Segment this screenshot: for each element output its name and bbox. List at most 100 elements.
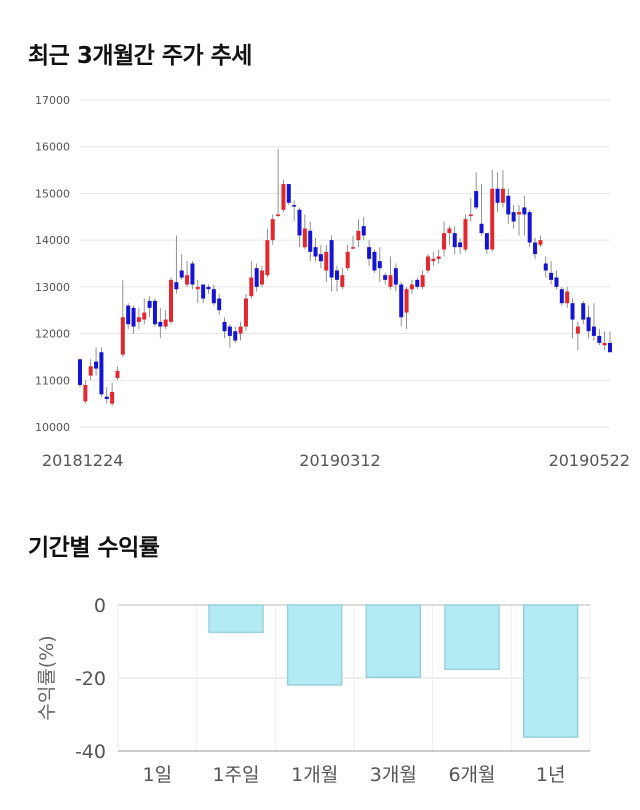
candle-body	[222, 321, 227, 332]
candle-body	[458, 242, 463, 248]
candle-body	[602, 342, 607, 346]
candle-body	[217, 298, 222, 311]
candle-body	[126, 305, 131, 325]
candle-body	[313, 247, 318, 257]
candle-body	[324, 251, 329, 271]
candle-body	[442, 233, 447, 250]
candle-body	[211, 289, 216, 304]
y-tick-label: 11000	[35, 374, 70, 387]
x-tick-label: 20190522	[549, 451, 630, 470]
candle-body	[286, 184, 291, 203]
candle-body	[131, 307, 136, 327]
candle-body	[152, 300, 157, 325]
candle-body	[420, 275, 425, 287]
candle-body	[575, 326, 580, 334]
candle-body	[94, 361, 99, 369]
price-trend-title: 최근 3개월간 주가 추세	[28, 43, 252, 69]
candle-body	[206, 286, 211, 290]
candle-body	[581, 303, 586, 320]
candle-body	[340, 275, 345, 287]
candle-body	[474, 191, 479, 208]
candle-body	[356, 230, 361, 241]
candle-body	[158, 321, 163, 327]
candle-body	[559, 289, 564, 304]
candle-body	[383, 275, 388, 280]
candle-body	[431, 258, 436, 262]
candle-body	[415, 279, 420, 287]
candle-body	[484, 233, 489, 250]
candle-body	[388, 275, 393, 287]
candle-body	[147, 300, 152, 308]
candle-body	[479, 223, 484, 234]
candle-body	[83, 384, 88, 402]
candle-body	[265, 240, 270, 276]
candle-body	[565, 291, 570, 304]
y-tick-label: 15000	[35, 187, 70, 200]
candle-body	[190, 263, 195, 285]
return-bar	[208, 604, 264, 634]
candle-body	[608, 342, 612, 353]
candle-body	[495, 188, 500, 203]
candle-body	[591, 326, 596, 336]
candle-body	[377, 261, 382, 269]
candle-body	[516, 212, 521, 215]
candle-body	[597, 335, 602, 343]
x-category-label: 1년	[536, 764, 566, 786]
candle-body	[233, 331, 238, 341]
return-bar	[365, 604, 422, 679]
candle-body	[260, 270, 265, 285]
candle-body	[115, 370, 120, 378]
candle-body	[78, 359, 82, 385]
candle-body	[500, 188, 505, 203]
candle-body	[297, 209, 302, 236]
candle-body	[99, 352, 104, 395]
candle-body	[302, 228, 307, 248]
candle-body	[308, 230, 313, 252]
candle-body	[351, 247, 356, 249]
candle-body	[329, 240, 334, 278]
candle-body	[163, 319, 168, 327]
y-tick-label: 12000	[35, 328, 70, 341]
candle-body	[334, 270, 339, 280]
x-category-label: 1개월	[291, 764, 338, 786]
candle-body	[570, 303, 575, 320]
candle-body	[110, 391, 115, 404]
candle-body	[238, 326, 243, 334]
candle-body	[254, 268, 259, 287]
candle-body	[436, 256, 441, 259]
candle-body	[367, 247, 372, 259]
y-tick-label: 0	[94, 595, 106, 617]
candle-body	[276, 214, 281, 216]
y-tick-label: 10000	[35, 421, 70, 434]
candle-body	[169, 279, 174, 322]
y-axis-label: 수익률(%)	[36, 635, 58, 720]
candle-body	[104, 396, 109, 399]
candle-body	[554, 277, 559, 287]
candle-body	[270, 219, 275, 241]
candlestick-chart: 17000 16000 15000 14000 13000 12000 11000 10000…	[35, 94, 630, 470]
candle-body	[195, 286, 200, 290]
candle-body	[393, 268, 398, 285]
candle-body	[404, 289, 409, 313]
y-tick-label: 13000	[35, 281, 70, 294]
candle-body	[527, 212, 532, 243]
candle-body	[522, 207, 527, 215]
candle-body	[506, 195, 511, 215]
candle-body	[490, 188, 495, 250]
x-category-label: 6개월	[448, 764, 495, 786]
candle-body	[201, 284, 206, 299]
y-tick-label: -20	[75, 668, 106, 690]
x-category-label: 3개월	[370, 764, 417, 786]
return-bar	[444, 604, 500, 670]
candle-body	[185, 275, 190, 285]
candle-body	[468, 214, 473, 216]
candle-body	[361, 226, 366, 236]
candle-body	[136, 317, 141, 322]
candle-body	[292, 205, 297, 207]
candle-body	[227, 326, 232, 336]
y-tick-label: -40	[75, 741, 106, 763]
return-bar	[286, 604, 343, 686]
candle-body	[281, 184, 286, 210]
candle-body	[318, 254, 323, 262]
